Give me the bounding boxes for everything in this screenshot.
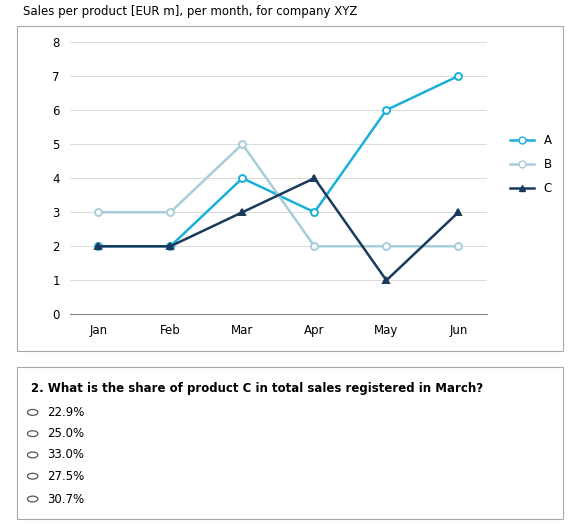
Text: 22.9%: 22.9% xyxy=(48,406,85,419)
A xyxy=(239,175,246,181)
Legend: A, B, C: A, B, C xyxy=(506,129,556,200)
A xyxy=(95,243,102,249)
Text: Sales per product [EUR m], per month, for company XYZ: Sales per product [EUR m], per month, fo… xyxy=(23,5,358,18)
Text: 30.7%: 30.7% xyxy=(48,493,85,506)
Text: 25.0%: 25.0% xyxy=(48,427,85,440)
B xyxy=(455,243,462,249)
B xyxy=(239,141,246,147)
C xyxy=(167,243,174,249)
Line: B: B xyxy=(95,140,462,250)
A xyxy=(167,243,174,249)
A xyxy=(383,107,390,113)
Line: A: A xyxy=(95,72,462,250)
C xyxy=(455,209,462,215)
C xyxy=(239,209,246,215)
Text: 2. What is the share of product C in total sales registered in March?: 2. What is the share of product C in tot… xyxy=(31,382,483,395)
A xyxy=(311,209,318,215)
C xyxy=(311,175,318,181)
B xyxy=(167,209,174,215)
B xyxy=(383,243,390,249)
Text: 27.5%: 27.5% xyxy=(48,470,85,483)
Line: C: C xyxy=(95,174,462,284)
B xyxy=(95,209,102,215)
C xyxy=(383,277,390,283)
A xyxy=(455,73,462,79)
B xyxy=(311,243,318,249)
Text: 33.0%: 33.0% xyxy=(48,449,84,462)
C xyxy=(95,243,102,249)
